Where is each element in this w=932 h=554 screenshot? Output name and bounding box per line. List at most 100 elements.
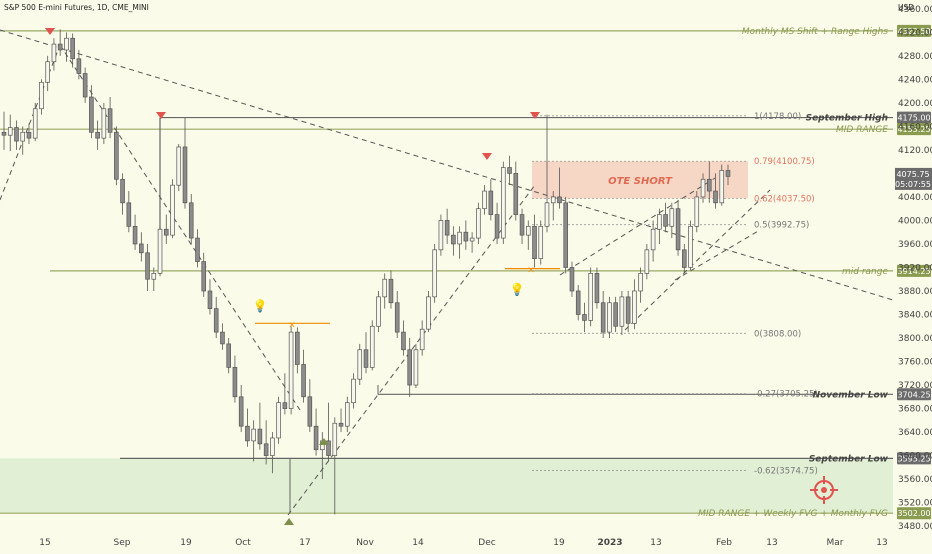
y-tick-label: 4160.00 bbox=[898, 122, 932, 132]
trendline bbox=[59, 44, 301, 411]
ote-zone bbox=[532, 161, 748, 199]
candle-body bbox=[151, 272, 157, 280]
candle-body bbox=[725, 170, 731, 177]
candle-body bbox=[89, 96, 94, 133]
candle-body bbox=[444, 220, 450, 236]
trendline bbox=[624, 189, 771, 331]
bulb-icon: 💡 bbox=[510, 282, 525, 296]
y-tick-label: 3560.00 bbox=[898, 475, 932, 485]
candle-body bbox=[632, 290, 637, 324]
candle-body bbox=[238, 396, 244, 427]
candle-body bbox=[101, 108, 107, 139]
candle-body bbox=[70, 37, 75, 60]
candle-body bbox=[494, 214, 500, 239]
candle-body bbox=[463, 231, 469, 242]
candle-body bbox=[600, 302, 606, 333]
y-tick-label: 4000.00 bbox=[898, 216, 932, 226]
y-tick-label: 4240.00 bbox=[898, 75, 932, 85]
candle-body bbox=[369, 325, 375, 368]
candle-body bbox=[288, 331, 294, 409]
price-tag: 3914.25 bbox=[897, 267, 930, 276]
candle-body bbox=[132, 225, 138, 245]
y-tick-label: 3760.00 bbox=[898, 358, 932, 368]
fib-label: 0.5(3992.75) bbox=[754, 221, 809, 231]
price-tag-bg bbox=[897, 507, 931, 520]
candle-body bbox=[657, 214, 662, 230]
candle-body bbox=[145, 252, 150, 280]
price-tag: 4322.50 bbox=[897, 27, 930, 36]
candle-body bbox=[700, 178, 706, 198]
candle-body bbox=[126, 202, 132, 227]
candle-body bbox=[575, 290, 581, 315]
price-tag: 4155.25 bbox=[897, 125, 930, 134]
x-tick-label: Dec bbox=[478, 538, 495, 548]
candle-body bbox=[401, 331, 406, 351]
price-tag-bg bbox=[897, 452, 931, 465]
candle-body bbox=[663, 214, 668, 227]
candle-body bbox=[550, 196, 556, 204]
candle-body bbox=[276, 402, 281, 439]
candle-body bbox=[638, 272, 643, 292]
y-tick-label: 3920.00 bbox=[898, 263, 932, 273]
price-tag-bg bbox=[897, 264, 931, 277]
candle-body bbox=[569, 267, 575, 292]
price-tag-bg bbox=[897, 388, 931, 401]
trendline bbox=[559, 177, 716, 276]
y-tick-label: 3800.00 bbox=[898, 334, 932, 344]
candle-body bbox=[582, 314, 587, 321]
candle-body bbox=[357, 349, 363, 380]
candle-body bbox=[251, 428, 256, 442]
candle-body bbox=[669, 208, 675, 227]
key-level-label: November Low bbox=[813, 390, 889, 400]
y-tick-label: 4360.00 bbox=[898, 5, 932, 15]
candle-body bbox=[20, 131, 26, 142]
candle-body bbox=[407, 349, 412, 386]
candle-body bbox=[95, 131, 100, 139]
key-level-label: Monthly MS Shift + Range Highs bbox=[742, 27, 888, 37]
candle-body bbox=[344, 402, 350, 427]
candle-body bbox=[694, 196, 700, 227]
candle-body bbox=[419, 328, 425, 351]
y-tick-label: 3840.00 bbox=[898, 310, 932, 320]
candle-body bbox=[476, 208, 481, 239]
key-level-label: mid range bbox=[842, 267, 888, 277]
y-tick-label: 3520.00 bbox=[898, 499, 932, 509]
x-marker: × bbox=[288, 320, 296, 330]
key-level-label: MID RANGE bbox=[836, 125, 888, 135]
candle-body bbox=[513, 173, 519, 215]
x-tick-label: 15 bbox=[39, 538, 50, 548]
y-tick-label: 3680.00 bbox=[898, 405, 932, 415]
swing-high-marker bbox=[156, 112, 166, 119]
swing-high-marker bbox=[482, 153, 492, 160]
candle-body bbox=[619, 296, 625, 327]
y-tick-label: 4200.00 bbox=[898, 99, 932, 109]
candle-body bbox=[607, 302, 612, 333]
candle-body bbox=[525, 225, 531, 236]
candle-body bbox=[688, 225, 693, 268]
fib-label: 0.62(4037.50) bbox=[754, 194, 815, 204]
bulb-icon: 💡 bbox=[253, 299, 268, 313]
x-tick-label: Oct bbox=[235, 538, 251, 548]
candle-body bbox=[713, 190, 718, 204]
candle-body bbox=[432, 249, 437, 298]
candle-body bbox=[188, 202, 194, 239]
fib-label: -0.62(3574.75) bbox=[754, 466, 818, 476]
candle-body bbox=[625, 296, 631, 324]
candle-body bbox=[426, 296, 431, 330]
candle-body bbox=[163, 228, 169, 236]
x-tick-label: 2023 bbox=[597, 538, 622, 548]
candle-body bbox=[245, 425, 250, 442]
fvg-zone bbox=[0, 458, 893, 514]
candle-body bbox=[270, 437, 275, 456]
y-tick-label: 3480.00 bbox=[898, 522, 932, 532]
fib-label: 0(3808.00) bbox=[754, 329, 801, 339]
candle-body bbox=[519, 214, 525, 236]
x-tick-label: Mar bbox=[827, 538, 844, 548]
price-tag-bg bbox=[897, 111, 931, 124]
candle-body bbox=[457, 231, 462, 245]
swing-low-marker bbox=[284, 518, 294, 525]
candle-body bbox=[107, 108, 113, 133]
candle-body bbox=[382, 278, 388, 298]
